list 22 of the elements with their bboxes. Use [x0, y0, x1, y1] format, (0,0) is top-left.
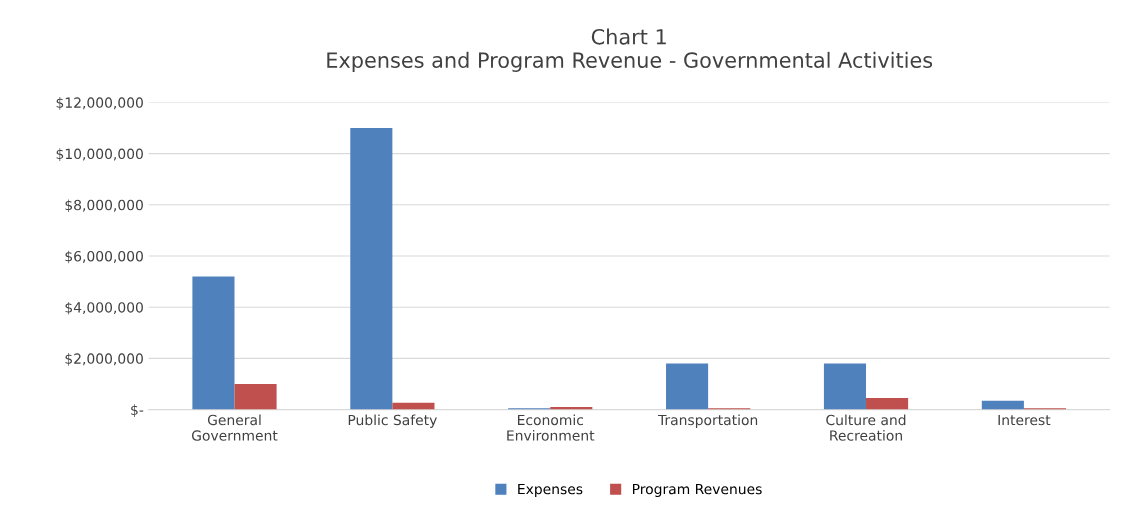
bar — [192, 276, 235, 410]
chart-title: Chart 1 Expenses and Program Revenue - Governmental Activities — [327, 28, 933, 73]
y-tick-label: $12,000,000 — [56, 97, 143, 110]
y-tick-label: $2,000,000 — [65, 353, 143, 366]
y-tick-label: $4,000,000 — [65, 301, 143, 315]
x-tick-label: General Government — [191, 414, 278, 441]
x-tick-label: Transportation — [657, 414, 758, 428]
bar — [666, 363, 709, 410]
bar — [823, 363, 867, 410]
x-tick-label: Culture and Recreation — [826, 414, 906, 441]
x-tick-label: Interest — [998, 414, 1051, 426]
y-tick-label: $6,000,000 — [65, 250, 143, 264]
x-tick-label: Public Safety — [348, 414, 437, 428]
legend-label: Expenses — [518, 483, 583, 497]
bar — [234, 384, 277, 410]
x-tick-label: Economic Environment — [507, 414, 595, 441]
y-tick-label: $10,000,000 — [56, 148, 143, 161]
y-tick-label: $- — [131, 404, 144, 417]
bar — [350, 128, 393, 410]
y-tick-label: $8,000,000 — [65, 199, 143, 213]
legend-label: Program Revenues — [633, 483, 762, 497]
bar — [866, 398, 909, 410]
